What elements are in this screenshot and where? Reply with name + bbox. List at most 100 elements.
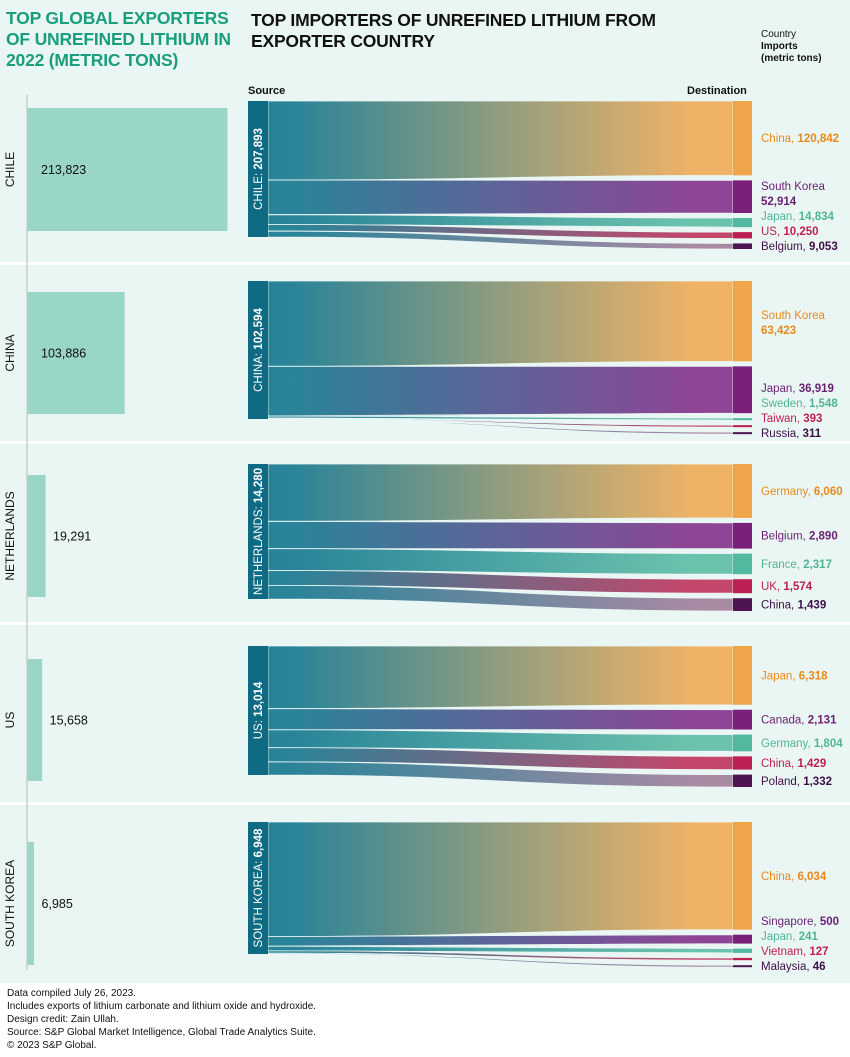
- exporters-chart-title: TOP GLOBAL EXPORTERS OF UNREFINED LITHIU…: [6, 8, 231, 70]
- destination-name-label: Russia,: [761, 428, 803, 440]
- legend-header: Country Imports (metric tons): [761, 29, 822, 65]
- source-name-label: US:: [253, 717, 265, 739]
- exporter-country-label: SOUTH KOREA: [3, 860, 17, 947]
- destination-node-germany: [733, 464, 752, 518]
- source-node-label: SOUTH KOREA: 6,948: [253, 828, 265, 947]
- destination-name-label: UK,: [761, 581, 783, 593]
- source-name-label: CHILE:: [253, 170, 265, 210]
- destination-label: Malaysia, 46: [761, 961, 826, 973]
- destination-label: Canada, 2,131: [761, 715, 837, 727]
- destination-label: Belgium, 9,053: [761, 241, 838, 253]
- destination-node-belgium: [733, 522, 752, 549]
- destination-node-japan: [733, 646, 752, 705]
- legend-country-label: Country: [761, 29, 797, 40]
- source-name-label: NETHERLANDS:: [253, 503, 265, 595]
- footer-line-data-compiled: Data compiled July 26, 2023.: [7, 988, 136, 999]
- destination-name-label: Belgium,: [761, 241, 809, 253]
- source-total-label: 102,594: [253, 308, 265, 350]
- destination-name-label: Malaysia,: [761, 961, 813, 973]
- destination-label: Germany, 6,060: [761, 486, 843, 498]
- destination-value-label: 1,804: [814, 738, 843, 750]
- export-bar-south-korea: [27, 842, 35, 965]
- destination-name-label: South Korea: [761, 181, 826, 193]
- destination-node-us: [733, 232, 752, 239]
- exporter-country-label: CHINA: [3, 334, 17, 371]
- destination-label: Japan, 36,919: [761, 383, 834, 395]
- destination-label: UK, 1,574: [761, 581, 813, 593]
- destination-name-label: China,: [761, 758, 797, 770]
- destination-node-taiwan: [733, 425, 752, 428]
- destination-column-header: Destination: [687, 85, 747, 97]
- destination-value-label: 36,919: [799, 383, 834, 395]
- destination-name-label: US,: [761, 226, 783, 238]
- destination-node-canada: [733, 709, 752, 730]
- destination-label: US, 10,250: [761, 226, 819, 238]
- destination-value-label: 127: [809, 946, 828, 958]
- destination-label: Vietnam, 127: [761, 946, 829, 958]
- destination-node-south-korea: [733, 180, 752, 213]
- source-total-label: 6,948: [253, 828, 265, 857]
- section-divider: [0, 802, 850, 805]
- destination-value-label: 2,131: [808, 715, 837, 727]
- destination-name-label: Japan,: [761, 383, 799, 395]
- flow-us-to-japan: [267, 645, 734, 710]
- footer-line-includes: Includes exports of lithium carbonate an…: [7, 1001, 317, 1012]
- export-value-label: 213,823: [41, 163, 86, 177]
- destination-value-label: 10,250: [783, 226, 818, 238]
- source-node-china: [248, 281, 268, 419]
- destination-node-france: [733, 553, 752, 575]
- source-column-header: Source: [248, 85, 286, 97]
- destination-label: China, 6,034: [761, 871, 827, 883]
- export-bar-netherlands: [27, 475, 46, 597]
- destination-name-label: Germany,: [761, 738, 814, 750]
- destination-node-malaysia: [733, 965, 752, 968]
- destination-node-sweden: [733, 418, 752, 421]
- destination-name-label: Vietnam,: [761, 946, 809, 958]
- source-total-label: 13,014: [253, 681, 265, 717]
- destination-label: Belgium, 2,890: [761, 531, 838, 543]
- flow-chile-to-south-korea: [267, 179, 734, 216]
- flow-us-to-canada: [267, 708, 734, 731]
- legend-imports-label: Imports: [761, 41, 798, 52]
- export-value-label: 19,291: [53, 530, 91, 544]
- flow-south-korea-to-china: [267, 821, 734, 938]
- export-bar-china: [27, 292, 125, 414]
- footer-notes: Data compiled July 26, 2023. Includes ex…: [7, 987, 316, 1052]
- destination-node-japan: [733, 366, 752, 414]
- source-name-label: CHINA:: [253, 350, 265, 392]
- source-node-label: US: 13,014: [253, 681, 265, 739]
- destination-name-label: Canada,: [761, 715, 808, 727]
- destination-value-label: 500: [820, 916, 839, 928]
- destination-node-germany: [733, 734, 752, 752]
- destination-node-poland: [733, 774, 752, 787]
- destination-value-label: 6,034: [797, 871, 826, 883]
- export-value-label: 15,658: [50, 714, 88, 728]
- destination-label: China, 120,842: [761, 133, 839, 145]
- footer-line-source: Source: S&P Global Market Intelligence, …: [7, 1027, 316, 1038]
- destination-value-label: 1,574: [783, 581, 812, 593]
- destination-value-label: 1,548: [809, 398, 838, 410]
- destination-label: Taiwan, 393: [761, 413, 822, 425]
- destination-node-south-korea: [733, 281, 752, 362]
- destination-value-label: 311: [803, 428, 822, 440]
- legend-unit-label: (metric tons): [761, 53, 822, 64]
- destination-value-label: 2,317: [803, 559, 832, 571]
- destination-name-label: Taiwan,: [761, 413, 803, 425]
- source-total-label: 14,280: [253, 468, 265, 503]
- destination-label: Poland, 1,332: [761, 776, 832, 788]
- destination-value-label: 6,060: [814, 486, 843, 498]
- flow-south-korea-to-singapore: [267, 934, 734, 947]
- source-node-us: [248, 646, 268, 775]
- destination-name-label: China,: [761, 600, 797, 612]
- export-bar-us: [27, 659, 43, 781]
- destination-node-belgium: [733, 243, 752, 249]
- destination-name-label: Japan,: [761, 211, 799, 223]
- footer-line-copyright: © 2023 S&P Global.: [7, 1040, 97, 1051]
- destination-node-japan: [733, 217, 752, 228]
- destination-value-label: 2,890: [809, 531, 838, 543]
- exporter-country-label: NETHERLANDS: [3, 491, 17, 580]
- destination-value-label: 241: [799, 931, 819, 943]
- destination-node-china: [733, 756, 752, 770]
- destination-label: Russia, 311: [761, 428, 822, 440]
- destination-node-japan: [733, 948, 752, 953]
